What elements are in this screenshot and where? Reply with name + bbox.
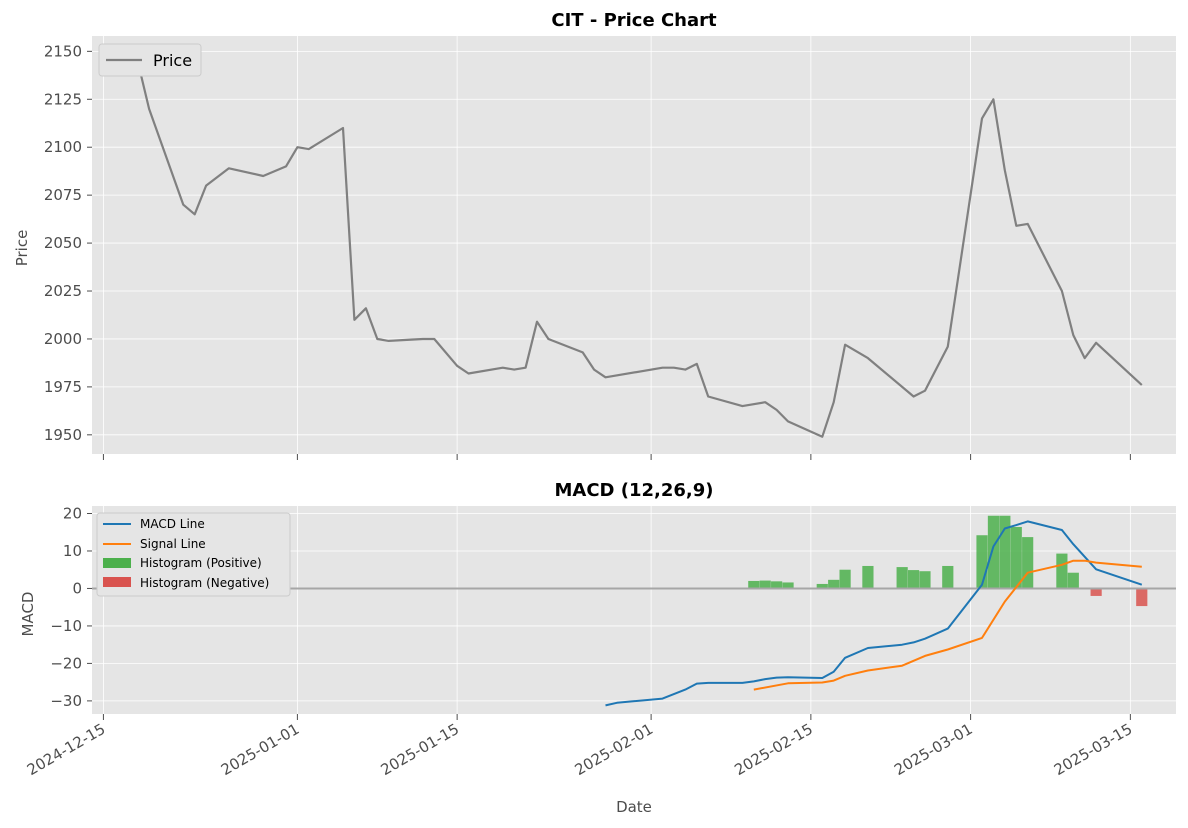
histogram-bar-positive [828,579,840,589]
histogram-bar-positive [999,515,1011,589]
x-tick-label: 2024-12-15 [24,720,109,779]
x-tick-label: 2025-01-15 [378,720,463,779]
legend-label-histogram-negative: Histogram (Negative) [140,576,269,590]
macd-x-ticks: 2024-12-15 2025-01-01 2025-01-15 2025-02-01… [24,714,1135,779]
y-tick-label: 2150 [44,42,82,60]
y-tick-label: 1975 [44,378,82,396]
price-line [126,59,1143,438]
y-tick-label: −20 [50,654,82,672]
macd-histogram [748,515,1148,607]
price-legend: Price [98,43,202,77]
histogram-bar-positive [1067,572,1079,589]
histogram-bar-positive [748,580,760,589]
histogram-bar-negative [1136,588,1148,607]
macd-y-ticks: −30 −20 −10 0 10 20 [50,504,92,710]
y-tick-label: 2025 [44,282,82,300]
price-grid [92,36,1176,454]
histogram-bar-positive [1010,526,1022,589]
histogram-bar-positive [839,569,851,589]
y-tick-label: −30 [50,692,82,710]
macd-line [605,520,1143,707]
histogram-bar-positive [1022,537,1034,589]
price-plot-area [92,36,1176,454]
histogram-bar-positive [771,581,783,589]
price-x-tick-marks [102,454,1131,460]
histogram-bar-negative [1090,588,1102,596]
histogram-bar-positive [896,567,908,589]
histogram-bar-positive [759,580,771,589]
x-tick-label: 2025-02-01 [572,720,657,779]
macd-legend-box [96,512,291,597]
macd-y-axis-label: MACD [19,592,37,637]
histogram-bar-positive [942,565,954,589]
x-tick-label: 2025-02-15 [731,720,816,779]
price-series [126,59,1143,438]
price-panel: 1950 1975 2000 2025 2050 2075 2100 2125 2150 CIT… [13,10,1176,460]
legend-label-price: Price [153,51,192,70]
histogram-bar-positive [907,570,920,589]
macd-panel: −30 −20 −10 0 10 20 2024-12-15 2025-01-01 2025-… [19,480,1176,816]
histogram-bar-positive [976,535,988,589]
histogram-bar-positive [782,582,794,589]
legend-label-signal-line: Signal Line [140,537,206,551]
histogram-bar-positive [919,571,931,589]
x-tick-label: 2025-03-01 [891,720,976,779]
x-axis-label: Date [616,798,652,816]
price-legend-box [98,43,202,77]
legend-label-histogram-positive: Histogram (Positive) [140,556,262,570]
y-tick-label: −10 [50,617,82,635]
y-tick-label: 2050 [44,234,82,252]
histogram-bar-positive [816,583,828,589]
y-tick-label: 2075 [44,186,82,204]
legend-swatch-histogram-negative [103,577,131,587]
legend-label-macd-line: MACD Line [140,517,205,531]
price-y-ticks: 1950 1975 2000 2025 2050 2075 2100 2125 2150 [44,42,92,444]
histogram-bar-positive [1056,553,1068,589]
y-tick-label: 2000 [44,330,82,348]
legend-swatch-histogram-positive [103,558,131,568]
y-tick-label: 1950 [44,426,82,444]
price-y-axis-label: Price [13,230,31,267]
histogram-bar-positive [862,565,874,589]
y-tick-label: 0 [72,579,82,597]
x-tick-label: 2025-01-01 [218,720,303,779]
histogram-bar-positive [987,515,1000,589]
signal-line [753,559,1142,691]
macd-chart-title: MACD (12,26,9) [554,480,713,501]
x-tick-label: 2025-03-15 [1051,720,1136,779]
y-tick-label: 10 [63,542,82,560]
price-chart-title: CIT - Price Chart [551,10,717,31]
y-tick-label: 20 [63,504,82,522]
macd-legend: MACD Line Signal Line Histogram (Positiv… [96,512,291,597]
macd-series [605,520,1143,707]
y-tick-label: 2125 [44,90,82,108]
y-tick-label: 2100 [44,138,82,156]
